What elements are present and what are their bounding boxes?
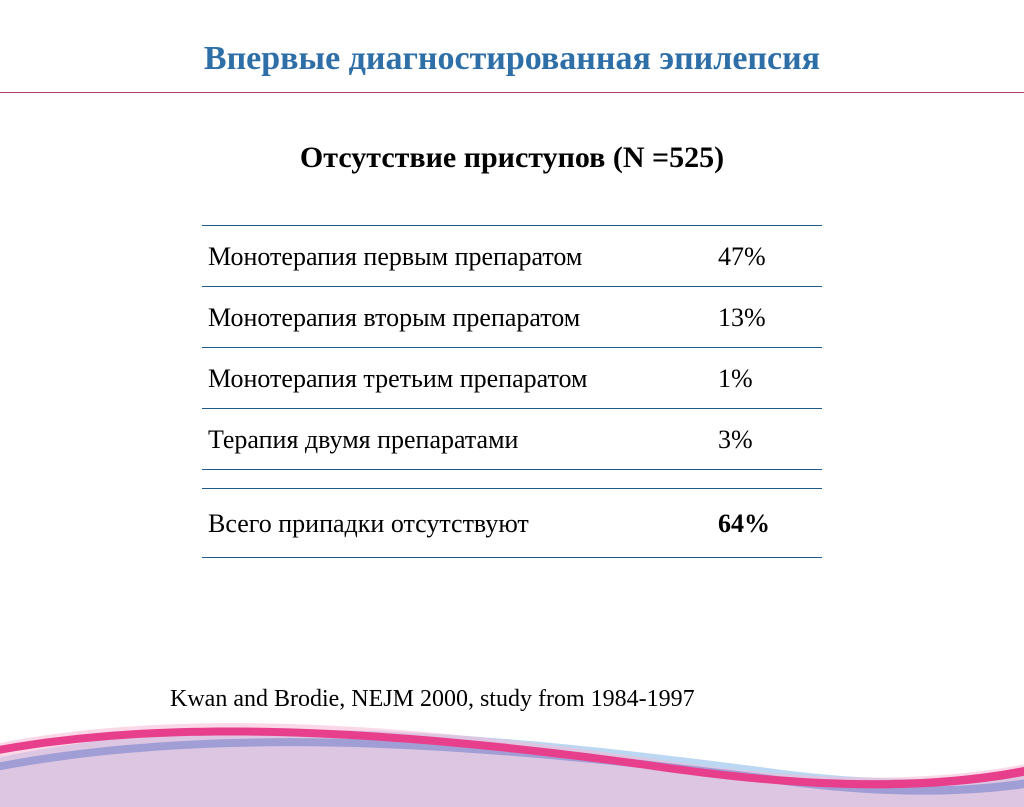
results-table: Монотерапия первым препаратом 47% Моноте… xyxy=(202,225,822,558)
row-label: Монотерапия первым препаратом xyxy=(202,226,712,287)
slide-subtitle: Отсутствие приступов (N =525) xyxy=(0,141,1024,175)
row-value: 47% xyxy=(712,226,822,287)
ribbon-blue-dark xyxy=(0,738,1024,794)
row-value: 1% xyxy=(712,348,822,409)
row-label: Терапия двумя препаратами xyxy=(202,409,712,470)
slide-title: Впервые диагностированная эпилепсия xyxy=(0,0,1024,78)
table-row: Монотерапия первым препаратом 47% xyxy=(202,226,822,287)
table-row: Монотерапия третьим препаратом 1% xyxy=(202,348,822,409)
row-label: Монотерапия вторым препаратом xyxy=(202,287,712,348)
table-gap xyxy=(202,470,822,489)
table-total-row: Всего припадки отсутствуют 64% xyxy=(202,489,822,558)
title-underline xyxy=(0,92,1024,93)
row-value: 3% xyxy=(712,409,822,470)
ribbon-blue-light xyxy=(0,730,1024,807)
ribbon-pink-dark xyxy=(0,727,1024,788)
total-value: 64% xyxy=(712,489,822,558)
citation-text: Kwan and Brodie, NEJM 2000, study from 1… xyxy=(170,686,695,713)
total-label: Всего припадки отсутствуют xyxy=(202,489,712,558)
table-row: Монотерапия вторым препаратом 13% xyxy=(202,287,822,348)
ribbon-pink-light xyxy=(0,723,1024,807)
row-label: Монотерапия третьим препаратом xyxy=(202,348,712,409)
slide: Впервые диагностированная эпилепсия Отсу… xyxy=(0,0,1024,767)
row-value: 13% xyxy=(712,287,822,348)
table-row: Терапия двумя препаратами 3% xyxy=(202,409,822,470)
